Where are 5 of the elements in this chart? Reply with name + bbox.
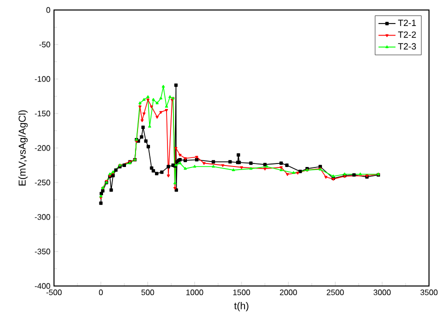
legend-label: T2-1 (398, 20, 416, 26)
x-axis-title: t(h) (234, 302, 248, 312)
legend-label: T2-3 (398, 43, 416, 50)
y-axis-title: E(mV,vsAg/AgCl) (18, 110, 28, 186)
legend-label: T2-2 (398, 31, 416, 38)
